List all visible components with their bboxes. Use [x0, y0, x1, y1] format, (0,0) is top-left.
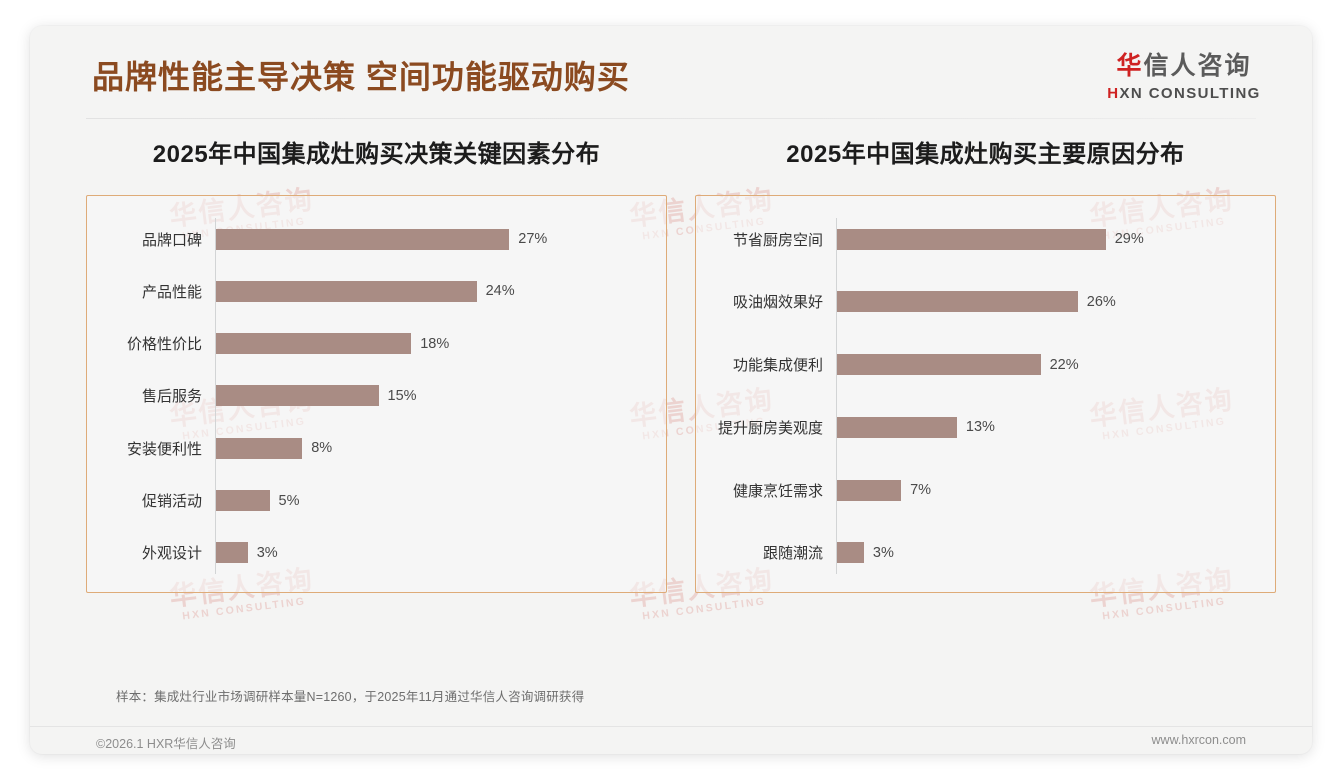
- bar-row: 跟随潮流 3%: [706, 536, 1253, 570]
- page-title: 品牌性能主导决策 空间功能驱动购买: [92, 59, 630, 95]
- bar-value-label: 22%: [1049, 356, 1079, 373]
- bar[interactable]: [215, 228, 510, 250]
- bar-category-label: 价格性价比: [126, 336, 202, 354]
- bar-row: 提升厨房美观度 13%: [706, 410, 1253, 444]
- bar-category-label: 促销活动: [141, 493, 202, 511]
- bar-track: 22%: [836, 354, 1253, 376]
- bar-value-label: 3%: [256, 544, 278, 561]
- bar[interactable]: [215, 490, 270, 512]
- bar-value-label: 18%: [420, 335, 450, 352]
- y-axis-line-left: [215, 218, 216, 574]
- bar-track: 5%: [215, 490, 644, 512]
- bar[interactable]: [215, 437, 303, 459]
- bar[interactable]: [836, 354, 1041, 376]
- bar-category-label: 安装便利性: [126, 440, 202, 458]
- bar-row: 售后服务 15%: [97, 379, 644, 413]
- watermark-english: HXN CONSULTING: [641, 595, 767, 623]
- slide-header: 品牌性能主导决策 空间功能驱动购买 华信人咨询 HXN CONSULTING: [30, 26, 1312, 122]
- chart-column-right: 2025年中国集成灶购买主要原因分布 节省厨房空间 29% 吸油烟效果好 26% 功能集…: [681, 134, 1312, 593]
- bar-row: 产品性能 24%: [97, 274, 644, 308]
- bar-track: 18%: [215, 333, 644, 355]
- bar-row: 品牌口碑 27%: [97, 222, 644, 256]
- bar-value-label: 15%: [387, 387, 417, 404]
- plot-area-left: 品牌口碑 27% 产品性能 24% 价格性价比 18% 售后服务 15% 安装便利性 8% 促销活动…: [97, 218, 644, 574]
- bar-track: 15%: [215, 385, 644, 407]
- bar-category-label: 健康烹饪需求: [732, 482, 823, 500]
- bar-row: 健康烹饪需求 7%: [706, 473, 1253, 507]
- sample-footnote: 样本：集成灶行业市场调研样本量N=1260，于2025年11月通过华信人咨询调研…: [116, 690, 585, 704]
- bar-track: 29%: [836, 228, 1253, 250]
- chart-title-left: 2025年中国集成灶购买决策关键因素分布: [152, 141, 601, 168]
- logo-en-rest: XN CONSULTING: [1119, 85, 1261, 102]
- bar-row: 功能集成便利 22%: [706, 348, 1253, 382]
- bar[interactable]: [215, 280, 477, 302]
- bar-value-label: 8%: [311, 440, 333, 457]
- bar-row: 安装便利性 8%: [97, 431, 644, 465]
- bar-category-label: 功能集成便利: [732, 357, 823, 375]
- chart-column-left: 2025年中国集成灶购买决策关键因素分布 品牌口碑 27% 产品性能 24% 价格性价比…: [30, 134, 681, 593]
- bar-track: 13%: [836, 416, 1253, 438]
- bar-value-label: 7%: [910, 482, 932, 499]
- bar-row: 促销活动 5%: [97, 484, 644, 518]
- copyright-text: ©2026.1 HXR华信人咨询: [96, 737, 236, 751]
- bar[interactable]: [215, 542, 248, 564]
- bar[interactable]: [836, 542, 864, 564]
- bar-track: 8%: [215, 437, 644, 459]
- bar-category-label: 外观设计: [141, 545, 202, 563]
- logo-en-prefix: H: [1107, 85, 1120, 102]
- bar-row: 价格性价比 18%: [97, 327, 644, 361]
- charts-container: 2025年中国集成灶购买决策关键因素分布 品牌口碑 27% 产品性能 24% 价格性价比…: [30, 134, 1312, 593]
- y-axis-line-right: [836, 218, 837, 574]
- website-text[interactable]: www.hxrcon.com: [1151, 733, 1246, 747]
- logo-english-text: HXN CONSULTING: [1096, 86, 1272, 101]
- bar-category-label: 售后服务: [141, 388, 202, 406]
- bar-row: 吸油烟效果好 26%: [706, 285, 1253, 319]
- chart-card-left: 品牌口碑 27% 产品性能 24% 价格性价比 18% 售后服务 15% 安装便利性 8% 促销活动…: [86, 195, 667, 593]
- bar-category-label: 提升厨房美观度: [717, 419, 823, 437]
- bar-track: 24%: [215, 280, 644, 302]
- bar-row: 外观设计 3%: [97, 536, 644, 570]
- bar-category-label: 节省厨房空间: [732, 231, 823, 249]
- slide-footer: ©2026.1 HXR华信人咨询 www.hxrcon.com: [30, 727, 1312, 754]
- bar-value-label: 13%: [965, 419, 995, 436]
- bar-value-label: 29%: [1114, 231, 1144, 247]
- bar[interactable]: [836, 228, 1106, 250]
- bar[interactable]: [836, 416, 957, 438]
- bar-value-label: 5%: [278, 492, 300, 509]
- company-logo: 华信人咨询 HXN CONSULTING: [1096, 54, 1272, 102]
- footer-divider: [30, 726, 1312, 727]
- bar-category-label: 品牌口碑: [141, 231, 202, 249]
- bar-row: 节省厨房空间 29%: [706, 222, 1253, 256]
- chart-title-right: 2025年中国集成灶购买主要原因分布: [786, 141, 1185, 168]
- bar-category-label: 吸油烟效果好: [732, 294, 823, 312]
- bar-track: 3%: [836, 542, 1253, 564]
- bar-track: 7%: [836, 479, 1253, 501]
- logo-rest-chars: 信人咨询: [1143, 52, 1252, 80]
- logo-first-char: 华: [1116, 52, 1144, 80]
- bar[interactable]: [215, 333, 412, 355]
- logo-chinese-text: 华信人咨询: [1096, 54, 1272, 79]
- bar-value-label: 24%: [485, 283, 515, 300]
- bar-value-label: 27%: [518, 231, 548, 247]
- bar-category-label: 产品性能: [141, 283, 202, 301]
- plot-area-right: 节省厨房空间 29% 吸油烟效果好 26% 功能集成便利 22% 提升厨房美观度 13% 健康烹…: [706, 218, 1253, 574]
- watermark-english: HXN CONSULTING: [1101, 595, 1227, 623]
- bar[interactable]: [215, 385, 379, 407]
- header-divider: [86, 118, 1256, 119]
- bar-track: 27%: [215, 228, 644, 250]
- bar-value-label: 3%: [872, 544, 894, 561]
- bar-category-label: 跟随潮流: [762, 545, 823, 563]
- bar-track: 26%: [836, 291, 1253, 313]
- bar[interactable]: [836, 479, 902, 501]
- bar[interactable]: [836, 291, 1078, 313]
- bar-track: 3%: [215, 542, 644, 564]
- chart-card-right: 节省厨房空间 29% 吸油烟效果好 26% 功能集成便利 22% 提升厨房美观度 13% 健康烹…: [695, 195, 1276, 593]
- bar-value-label: 26%: [1086, 293, 1116, 310]
- watermark-english: HXN CONSULTING: [181, 595, 307, 623]
